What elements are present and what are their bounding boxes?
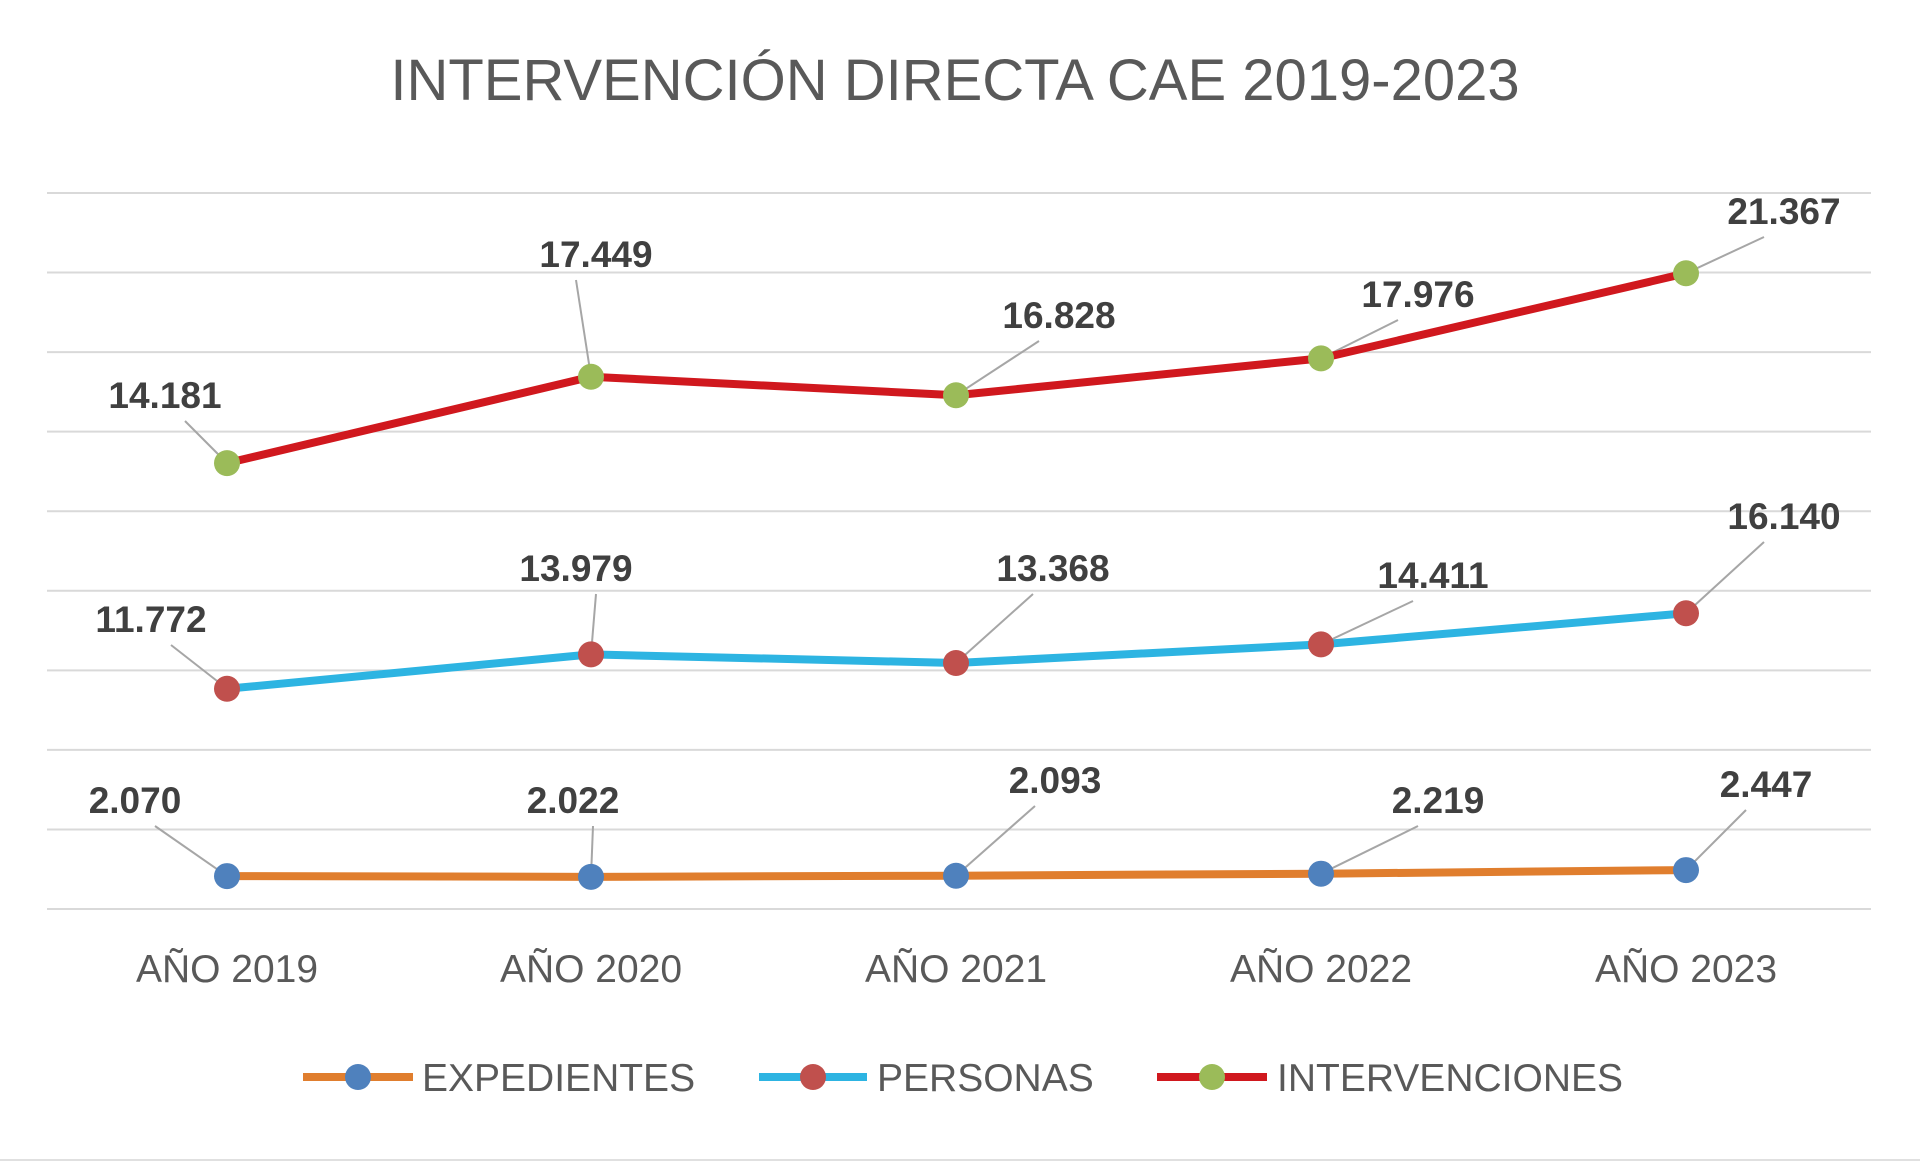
data-label: 2.093 [1009,760,1102,801]
data-point-marker [1308,860,1334,887]
data-point-marker [1673,260,1699,287]
data-label: 13.979 [519,548,632,589]
legend-label: PERSONAS [877,1057,1094,1100]
legend-item-personas[interactable]: PERSONAS [759,1057,1094,1100]
data-point-marker [1308,631,1334,658]
data-label: 14.181 [108,375,221,416]
leader-line [1320,600,1414,646]
legend-marker [1199,1064,1225,1090]
legend-item-expedientes[interactable]: EXPEDIENTES [303,1057,695,1100]
data-point-marker [1673,857,1699,884]
leader-line [575,279,592,377]
data-point-marker [1673,600,1699,627]
data-label: 16.140 [1727,496,1840,537]
data-point-marker [943,649,969,676]
data-label: 14.411 [1377,555,1488,596]
legend-item-intervenciones[interactable]: INTERVENCIONES [1157,1057,1623,1100]
data-point-marker [214,675,240,702]
data-label: 21.367 [1727,191,1840,232]
data-point-marker [1308,345,1334,372]
leader-line [1320,825,1419,875]
data-label: 2.219 [1392,780,1485,821]
x-tick-label: AÑO 2022 [1230,948,1412,991]
data-label: 17.449 [539,234,652,275]
data-label: 2.070 [89,780,182,821]
data-label: 11.772 [95,599,206,640]
leader-line [1685,541,1765,614]
legend-marker [800,1064,826,1090]
leader-line [154,825,228,877]
data-point-marker [578,641,604,668]
data-label: 2.447 [1720,764,1813,805]
x-tick-label: AÑO 2023 [1595,948,1777,991]
data-label: 17.976 [1361,274,1474,315]
data-label: 16.828 [1002,295,1115,336]
x-tick-label: AÑO 2021 [865,948,1047,991]
x-tick-label: AÑO 2019 [136,948,318,991]
legend-label: EXPEDIENTES [422,1057,695,1100]
data-point-marker [943,382,969,409]
data-label: 2.022 [527,780,620,821]
legend-marker [345,1064,371,1090]
leader-line [955,340,1040,397]
leader-line [955,805,1036,877]
leader-line [955,593,1034,664]
leader-line [1685,809,1747,871]
x-tick-label: AÑO 2020 [500,948,682,991]
data-point-marker [943,862,969,889]
data-point-marker [578,363,604,390]
chart-title: INTERVENCIÓN DIRECTA CAE 2019-2023 [390,48,1519,113]
data-point-marker [214,450,240,477]
legend-label: INTERVENCIONES [1277,1057,1623,1100]
data-point-marker [578,863,604,890]
data-point-marker [214,863,240,890]
leader-line [1685,236,1765,275]
data-label: 13.368 [996,548,1109,589]
